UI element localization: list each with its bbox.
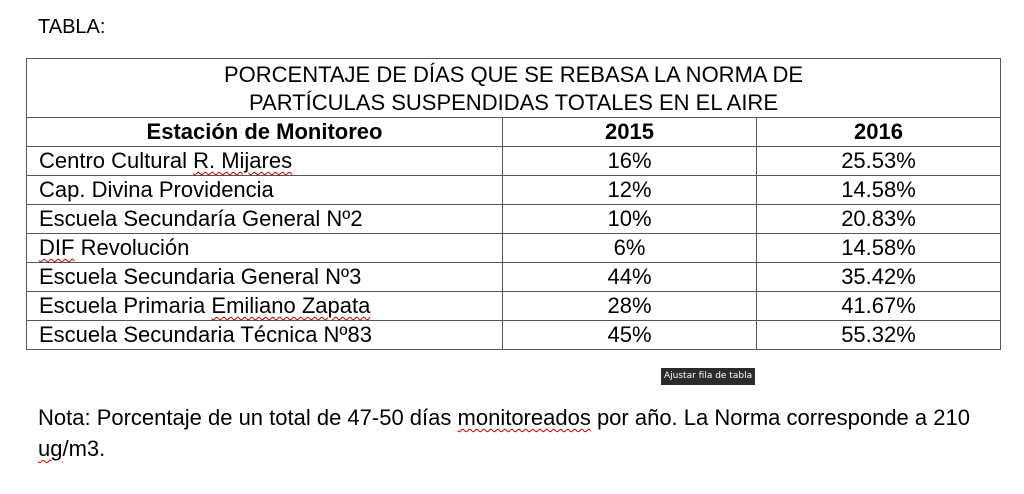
adjust-row-tooltip: Ajustar fila de tabla [661,368,756,385]
spellcheck-mark: Emiliano Zapata [211,293,371,318]
station-name[interactable]: Escuela Secundaria Técnica Nº83 [26,320,503,350]
table-row: Escuela Secundaría General Nº2 10% 20.83… [26,204,1002,234]
footnote[interactable]: Nota: Porcentaje de un total de 47-50 dí… [38,402,988,464]
value-2015[interactable]: 45% [502,320,757,350]
value-2016[interactable]: 35.42% [755,262,1002,292]
station-name-text: Escuela Secundaría General Nº2 [39,206,363,231]
footnote-text: Nota: Porcentaje de un total de 47-50 dí… [38,405,458,430]
data-table[interactable]: PORCENTAJE DE DÍAS QUE SE REBASA LA NORM… [25,58,1002,350]
station-name[interactable]: Escuela Primaria Emiliano Zapata [26,291,503,321]
header-2016[interactable]: 2016 [755,117,1002,147]
station-name-text: Escuela Primaria [39,293,212,318]
value-2015[interactable]: 44% [502,262,757,292]
value-2016[interactable]: 41.67% [755,291,1002,321]
station-name[interactable]: Centro Cultural R. Mijares [26,146,503,176]
station-name-text: Centro Cultural [39,148,194,173]
station-name[interactable]: Escuela Secundaria General Nº3 [26,262,503,292]
value-2015[interactable]: 28% [502,291,757,321]
spellcheck-mark: ug [38,436,63,461]
station-name[interactable]: DIF Revolución [26,233,503,263]
spellcheck-mark: DIF [39,235,75,260]
footnote-text: por año. La Norma corresponde a 210 [590,405,970,430]
station-name[interactable]: Escuela Secundaría General Nº2 [26,204,503,234]
table-caption[interactable]: PORCENTAJE DE DÍAS QUE SE REBASA LA NORM… [25,58,1002,118]
value-2015[interactable]: 6% [502,233,757,263]
caption-line-1: PORCENTAJE DE DÍAS QUE SE REBASA LA NORM… [223,62,804,87]
station-name[interactable]: Cap. Divina Providencia [26,175,503,205]
caption-line-2: PARTÍCULAS SUSPENDIDAS TOTALES EN EL AIR… [249,90,778,115]
table-caption-row: PORCENTAJE DE DÍAS QUE SE REBASA LA NORM… [25,58,1002,118]
table-row: Cap. Divina Providencia 12% 14.58% [26,175,1002,205]
station-name-text: Escuela Secundaria Técnica Nº83 [39,322,372,347]
table-row: Centro Cultural R. Mijares 16% 25.53% [26,146,1002,176]
value-2016[interactable]: 14.58% [755,175,1002,205]
header-2015[interactable]: 2015 [502,117,757,147]
station-name-text: Cap. Divina Providencia [39,177,274,202]
value-2016[interactable]: 20.83% [755,204,1002,234]
value-2015[interactable]: 12% [502,175,757,205]
table-row: DIF Revolución 6% 14.58% [26,233,1002,263]
value-2016[interactable]: 25.53% [755,146,1002,176]
table-row: Escuela Primaria Emiliano Zapata 28% 41.… [26,291,1002,321]
station-name-text: Revolución [74,235,190,260]
value-2016[interactable]: 14.58% [755,233,1002,263]
spellcheck-mark: monitoreados [457,405,591,430]
value-2015[interactable]: 16% [502,146,757,176]
table-row: Escuela Secundaria Técnica Nº83 45% 55.3… [26,320,1002,350]
table-row: Escuela Secundaria General Nº3 44% 35.42… [26,262,1002,292]
table-header-row: Estación de Monitoreo 2015 2016 [26,117,1002,147]
footnote-text: /m3. [62,436,106,461]
spellcheck-mark: R. Mijares [193,148,293,173]
station-name-text: Escuela Secundaria General Nº3 [39,264,362,289]
value-2015[interactable]: 10% [502,204,757,234]
header-station[interactable]: Estación de Monitoreo [26,117,503,147]
heading-label: TABLA: [38,16,106,38]
value-2016[interactable]: 55.32% [755,320,1002,350]
